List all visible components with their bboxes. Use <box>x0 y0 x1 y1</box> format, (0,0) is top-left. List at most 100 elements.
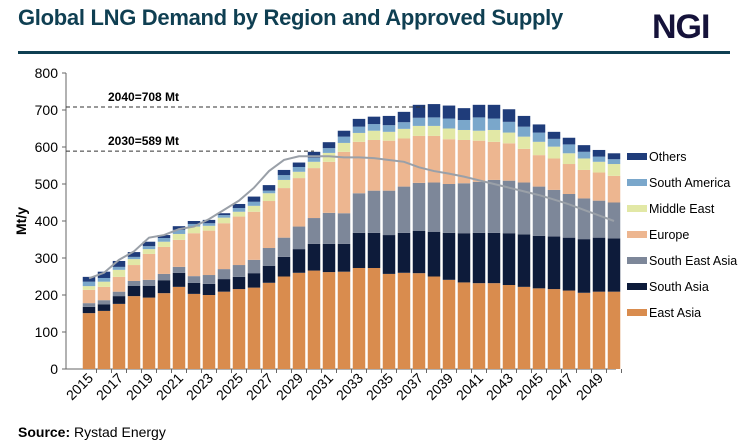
bar-segment-south-america <box>517 126 531 137</box>
bar-segment-east-asia <box>607 291 621 369</box>
ngi-logo: NGI <box>652 8 710 46</box>
bar-segment-others <box>517 115 531 127</box>
bar-segment-others <box>337 130 351 137</box>
legend-swatch <box>627 179 647 186</box>
bar-segment-others <box>127 252 141 257</box>
bar-segment-east-asia <box>82 313 96 369</box>
bar-segment-europe <box>232 216 246 266</box>
bar-segment-others <box>412 104 426 118</box>
bar-segment-europe <box>442 139 456 184</box>
bar-segment-europe <box>217 223 231 270</box>
bar-segment-south-america <box>247 201 261 206</box>
bar-segment-south-asia <box>397 232 411 273</box>
bar-segment-south-america <box>442 118 456 129</box>
bar-segment-south-america <box>172 229 186 234</box>
bar-segment-europe <box>97 286 111 301</box>
bar-segment-europe <box>532 155 546 187</box>
chart-title: Global LNG Demand by Region and Approved… <box>18 5 563 30</box>
bar-segment-europe <box>337 151 351 214</box>
bar-segment-south-asia <box>232 276 246 290</box>
bar-segment-europe <box>262 201 276 249</box>
bar-segment-europe <box>322 161 336 213</box>
legend-label: Others <box>649 150 687 164</box>
bar-segment-south-america <box>502 121 516 133</box>
bar-segment-middle-east <box>322 152 336 162</box>
bar-segment-south-america <box>487 118 501 130</box>
x-tick-label: 2037 <box>393 370 426 403</box>
bar-segment-south-america <box>322 148 336 153</box>
bar-segment-east-asia <box>562 290 576 369</box>
bar-segment-middle-east <box>112 269 126 277</box>
bar-segment-others <box>187 221 201 224</box>
bar-segment-middle-east <box>262 193 276 202</box>
bar-segment-europe <box>592 172 606 201</box>
bar-segment-middle-east <box>577 158 591 170</box>
bar-segment-middle-east <box>607 164 621 176</box>
bar-segment-others <box>307 151 321 158</box>
bar-segment-south-east-asia <box>532 186 546 236</box>
bar-segment-south-asia <box>562 237 576 291</box>
bar-segment-east-asia <box>592 291 606 369</box>
x-tick-label: 2015 <box>63 370 96 403</box>
bar-segment-south-america <box>592 156 606 162</box>
bar-segment-middle-east <box>247 205 261 212</box>
bar-segment-middle-east <box>217 217 231 224</box>
bar-segment-south-america <box>547 138 561 147</box>
bar-segment-others <box>562 137 576 145</box>
bar-segment-south-america <box>187 223 201 227</box>
x-tick-label: 2047 <box>543 370 576 403</box>
annotation-label: 2030=589 Mt <box>108 134 179 148</box>
bar-segment-south-america <box>277 175 291 180</box>
x-tick-label: 2021 <box>153 370 186 403</box>
bar-segment-europe <box>562 164 576 194</box>
legend-swatch <box>627 205 647 212</box>
x-tick-label: 2025 <box>213 370 246 403</box>
bar-segment-others <box>397 111 411 123</box>
bar-segment-south-east-asia <box>337 213 351 244</box>
bar-segment-south-east-asia <box>547 189 561 237</box>
bar-segment-south-asia <box>262 265 276 283</box>
bar-segment-others <box>457 108 471 120</box>
bar-segment-east-asia <box>127 296 141 369</box>
bar-segment-south-asia <box>307 243 321 271</box>
bar-segment-europe <box>307 168 321 219</box>
bar-segment-south-asia <box>367 232 381 268</box>
bar-segment-south-asia <box>352 232 366 268</box>
bar-segment-middle-east <box>382 131 396 141</box>
y-tick-label: 800 <box>35 65 59 81</box>
bar-segment-middle-east <box>412 125 426 136</box>
bar-segment-others <box>472 104 486 118</box>
bar-segment-middle-east <box>562 153 576 165</box>
bar-segment-east-asia <box>487 283 501 369</box>
bar-segment-east-asia <box>202 295 216 369</box>
bar-segment-south-asia <box>142 285 156 298</box>
bar-segment-east-asia <box>472 283 486 369</box>
bar-segment-south-east-asia <box>187 276 201 283</box>
bar-segment-south-asia <box>472 232 486 284</box>
x-tick-label: 2043 <box>483 370 516 403</box>
bar-segment-south-america <box>97 277 111 282</box>
bar-segment-south-asia <box>532 235 546 289</box>
bar-segment-east-asia <box>142 297 156 369</box>
x-tick-label: 2045 <box>513 370 546 403</box>
bar-segment-south-asia <box>487 232 501 284</box>
bar-segment-east-asia <box>322 272 336 369</box>
bar-segment-east-asia <box>262 282 276 369</box>
bar-segment-middle-east <box>397 128 411 139</box>
bar-segment-east-asia <box>307 270 321 369</box>
bar-segment-south-east-asia <box>517 182 531 235</box>
bar-segment-middle-east <box>157 241 171 247</box>
bar-segment-middle-east <box>172 233 186 240</box>
bar-segment-south-east-asia <box>427 182 441 232</box>
bar-segment-others <box>442 105 456 119</box>
bar-segment-south-america <box>262 190 276 194</box>
bar-segment-south-asia <box>292 249 306 273</box>
legend-label: South Asia <box>649 280 709 294</box>
bar-segment-europe <box>172 239 186 267</box>
bar-segment-others <box>157 235 171 239</box>
bar-segment-east-asia <box>337 271 351 369</box>
bar-segment-europe <box>82 289 96 304</box>
x-tick-label: 2019 <box>123 370 156 403</box>
bar-segment-europe <box>607 175 621 203</box>
